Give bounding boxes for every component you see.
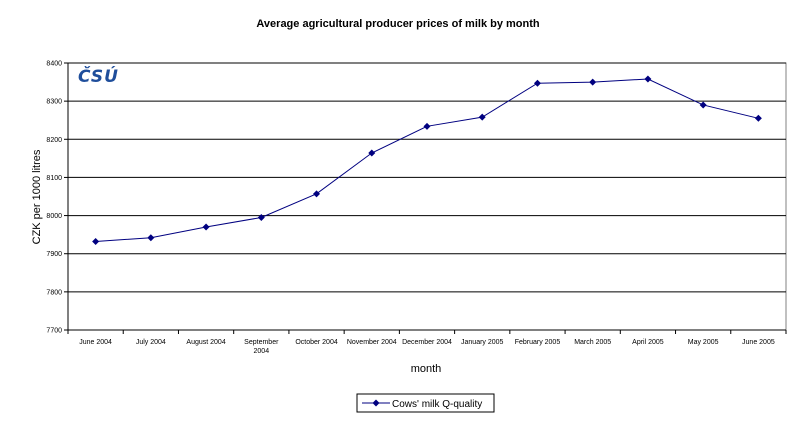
y-tick-label: 8100 (46, 175, 62, 182)
y-tick-label: 8400 (46, 61, 62, 68)
data-point (589, 78, 597, 86)
x-axis-title: month (411, 363, 442, 375)
y-axis-title: CZK per 1000 litres (31, 149, 43, 244)
x-tick-label: June 2005 (742, 339, 775, 346)
data-point (423, 122, 431, 130)
data-point (368, 149, 376, 157)
y-tick-label: 7900 (46, 251, 62, 258)
x-tick-label: June 2004 (79, 339, 112, 346)
y-tick-label: 7800 (46, 289, 62, 296)
y-axis-ticks: 7700 7800 7900 8000 8100 8200 8300 8400 (46, 61, 69, 335)
data-point (644, 75, 652, 83)
y-tick-label: 8200 (46, 137, 62, 144)
plot-frame (67, 62, 787, 331)
data-point (699, 101, 707, 109)
plot-area (67, 62, 787, 331)
data-point (147, 234, 155, 242)
data-point (533, 79, 541, 87)
x-tick-label: August 2004 (186, 339, 225, 346)
data-point (478, 113, 486, 121)
y-tick-label: 8000 (46, 213, 62, 220)
x-tick-label: July 2004 (136, 339, 166, 346)
csu-logo: ČSÚ (78, 65, 119, 87)
x-tick-label: October 2004 (295, 339, 338, 346)
x-tick-label: January 2005 (461, 339, 504, 346)
x-tick-label: September 2004 (244, 339, 279, 355)
x-tick-label: March 2005 (574, 339, 611, 346)
x-tick-label: May 2005 (688, 339, 719, 346)
grid-lines (68, 62, 786, 293)
x-tick-label: November 2004 (347, 339, 397, 346)
y-tick-label: 8300 (46, 99, 62, 106)
chart-title: Average agricultural producer prices of … (256, 18, 539, 30)
legend-box (356, 393, 495, 413)
x-tick-label: December 2004 (402, 339, 452, 346)
x-tick-label: April 2005 (632, 339, 664, 346)
data-point (754, 114, 762, 122)
data-point (257, 213, 265, 221)
legend: Cows' milk Q-quality (356, 393, 495, 413)
legend-label: Cows' milk Q-quality (392, 399, 482, 410)
data-point (313, 190, 321, 198)
series-group (92, 75, 762, 246)
data-point (202, 223, 210, 231)
x-tick-label: February 2005 (515, 339, 561, 346)
x-axis-ticks: June 2004 July 2004 August 2004 September 20… (67, 329, 787, 355)
legend-marker-sample (372, 399, 380, 407)
data-point (92, 238, 100, 246)
y-tick-label: 7700 (46, 328, 62, 335)
